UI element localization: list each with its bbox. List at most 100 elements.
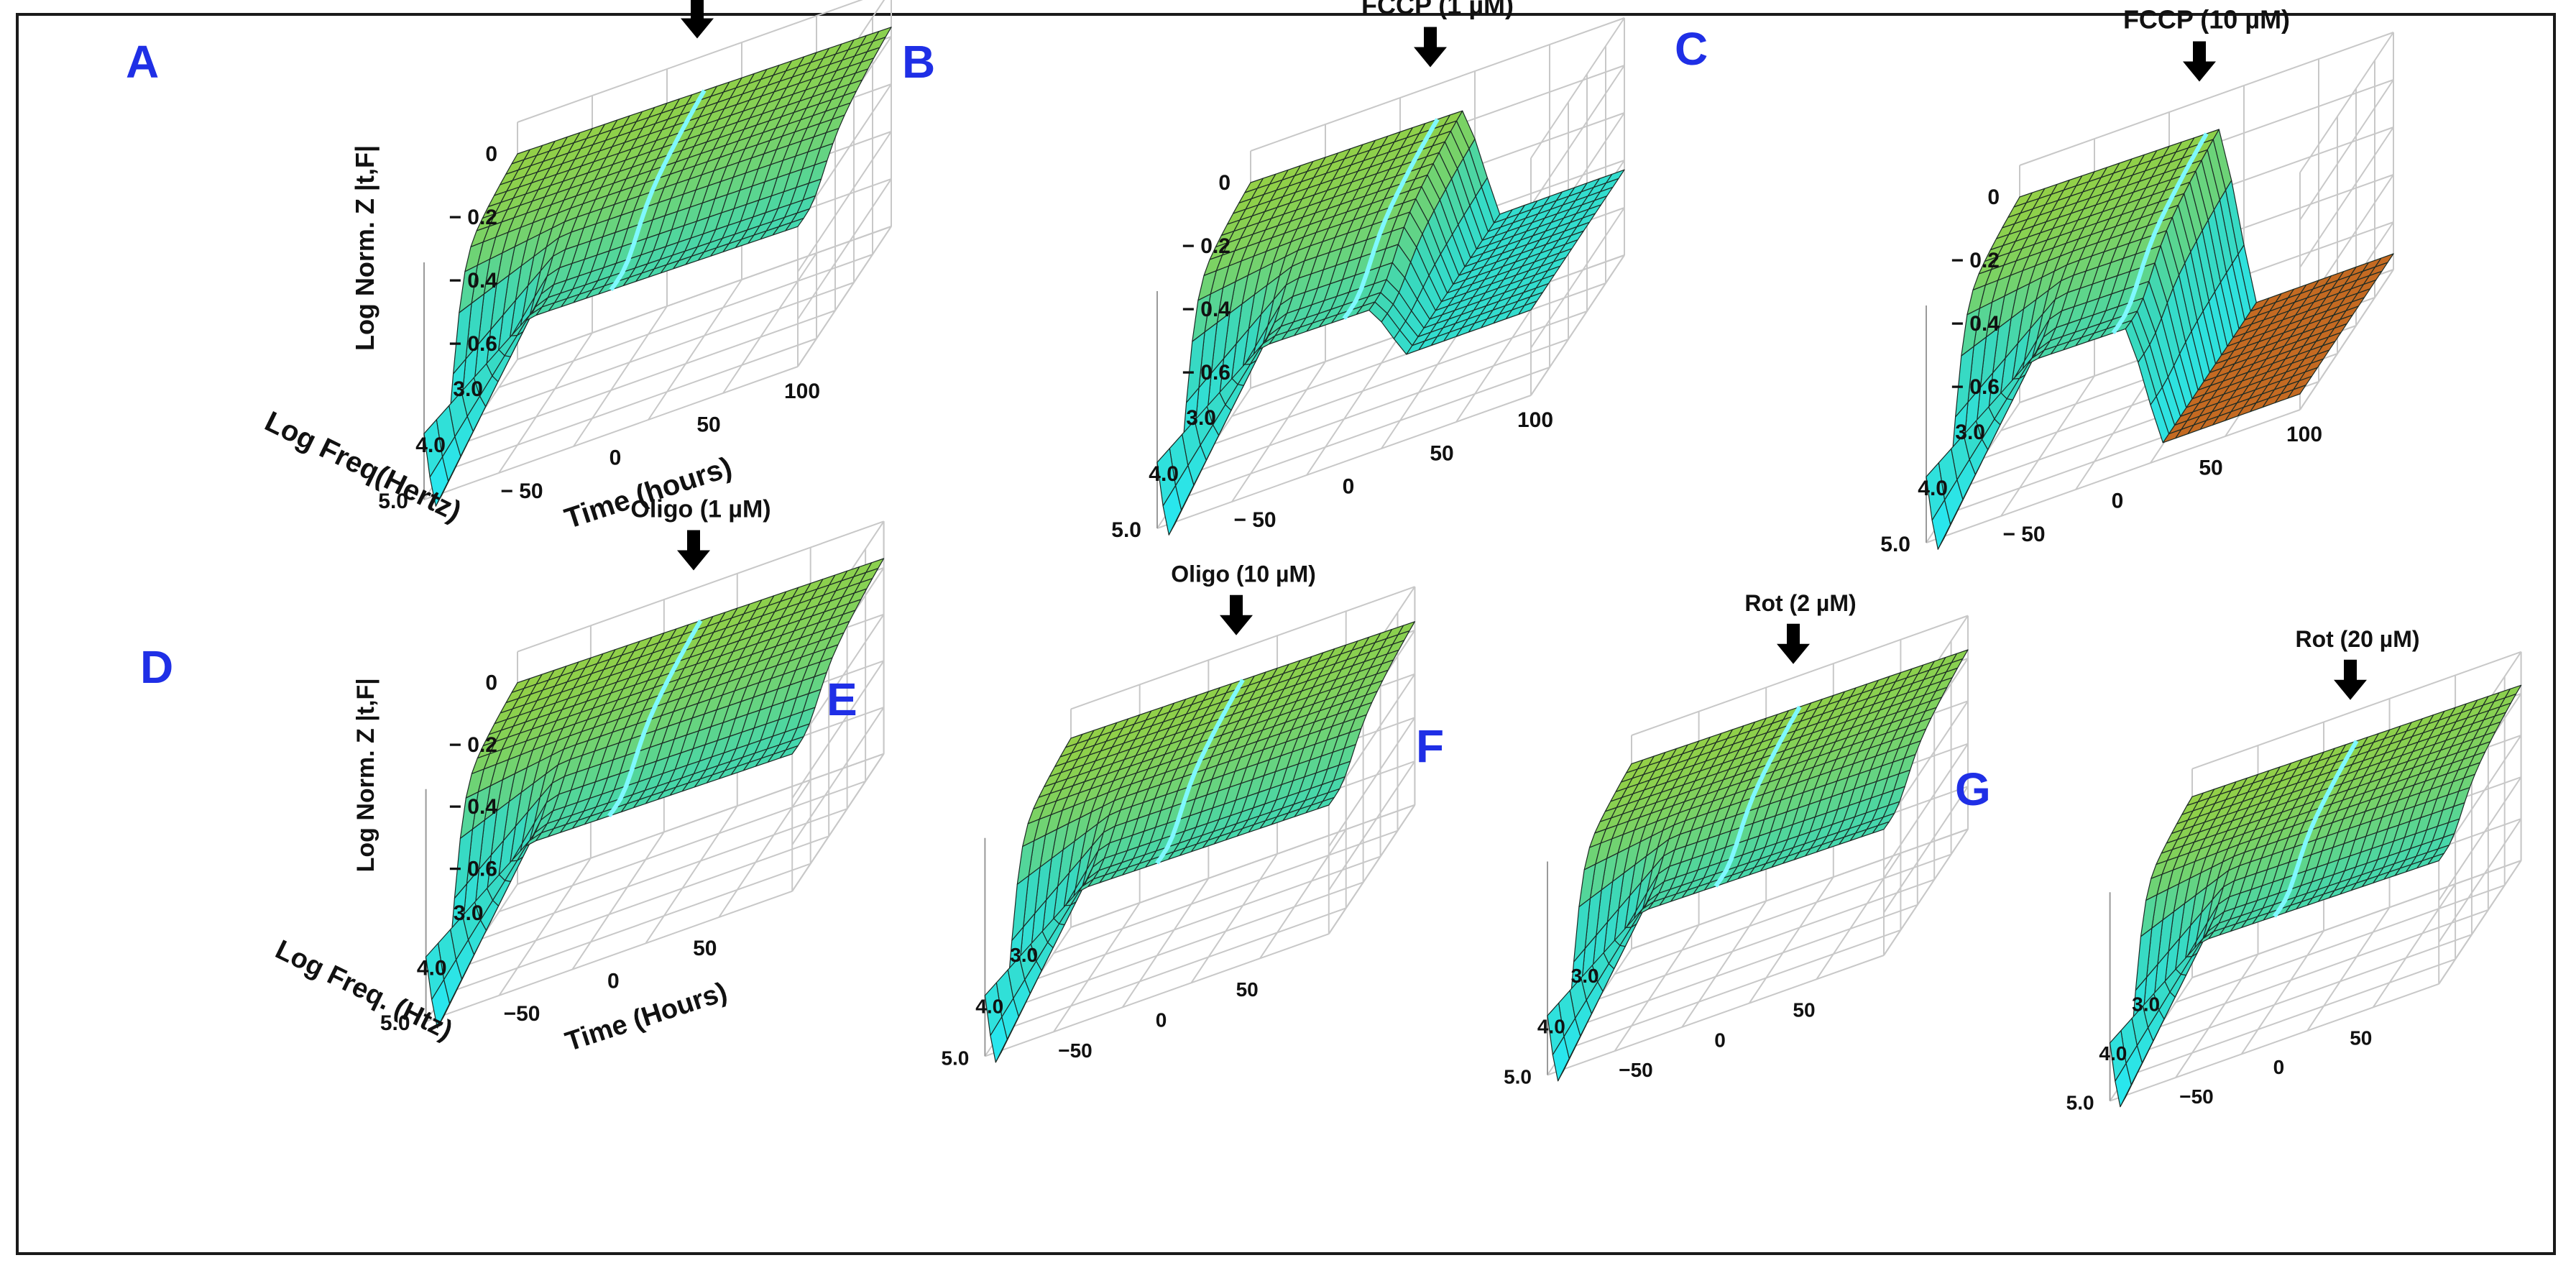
surface-mesh [1547,649,1969,1082]
treatment-line [2272,740,2359,918]
freq-tick-label: 4.0 [975,996,1003,1018]
freq-tick-label: 3.0 [454,901,484,925]
z-tick-label: 0 [485,142,497,166]
treatment-line [2111,132,2209,335]
z-tick-label: 0 [1218,171,1230,195]
freq-tick-label: 5.0 [378,490,408,513]
z-tick-label: − 0.4 [1182,298,1230,321]
treatment-arrow-icon [1777,623,1810,664]
time-tick-label: − 50 [1233,508,1276,532]
z-tick-label: − 0.2 [448,206,497,229]
time-tick-label: 100 [1517,408,1553,432]
surface-mesh [2110,684,2522,1108]
surface-mesh [423,27,892,507]
time-tick-label: −50 [2179,1085,2214,1108]
z-axis-title: Log Norm. Z |t,F| [352,678,380,872]
panel-b: FCCP (1 µM) B 0 − 0.2 − 0.4 − 0.6 3.0 4.0 5.0 − 5… [902,0,1625,542]
freq-tick-label: 3.0 [453,377,483,401]
treatment-label: Oligo (1 µM) [630,496,770,523]
freq-tick-label: 5.0 [941,1047,969,1069]
panel-letter: E [827,674,857,725]
time-tick-label: 50 [696,413,720,436]
freq-tick-label: 5.0 [380,1011,410,1035]
panel-e: Oligo (10 µM) E 3.0 4.0 5.0 −50 0 50 [827,561,1416,1069]
surface-mesh [426,558,885,1029]
treatment-arrow-icon [2183,41,2216,82]
z-tick-label: − 0.6 [448,332,497,356]
treatment-arrow-icon [681,0,714,39]
panel-letter: F [1416,720,1444,772]
time-tick-label: 100 [2286,423,2322,446]
panel-letter: C [1675,23,1708,75]
time-tick-label: 50 [1793,999,1815,1021]
freq-tick-label: 3.0 [1186,406,1216,430]
freq-tick-label: 5.0 [1504,1066,1532,1088]
time-tick-label: 0 [1343,475,1355,499]
time-tick-label: −50 [1058,1039,1092,1062]
panel-g: Rot (20 µM) G 3.0 4.0 5.0 −50 0 50 [1955,626,2522,1114]
panel-f: Rot (2 µM) F 3.0 4.0 5.0 −50 0 50 [1416,590,1969,1088]
surface-mesh [984,621,1415,1063]
treatment-arrow-icon [1220,594,1253,635]
freq-tick-label: 5.0 [1111,518,1141,542]
treatment-arrow-icon [1414,27,1447,68]
time-tick-label: − 50 [2002,523,2045,546]
freq-tick-label: 3.0 [1955,421,1985,444]
treatment-label: Rot (20 µM) [2295,626,2419,652]
freq-tick-label: 5.0 [1880,533,1910,556]
treatment-label: Rot (2 µM) [1744,590,1856,616]
freq-tick-label: 3.0 [1010,944,1038,966]
freq-tick-label: 4.0 [415,433,446,457]
z-tick-label: − 0.2 [1951,249,2000,272]
time-tick-label: 0 [610,446,622,470]
time-tick-label: −50 [504,1002,540,1026]
panel-d: Oligo (1 µM) D 0 − 0.2 − 0.4 − 0.6 3.0 4.0 5.0 −5… [140,496,885,1057]
treatment-line [1155,679,1245,865]
time-tick-label: 0 [1714,1029,1726,1051]
time-axis-title: Time (Hours) [562,977,731,1057]
time-tick-label: 50 [2350,1027,2372,1049]
freq-tick-label: 5.0 [2066,1092,2094,1114]
z-tick-label: − 0.6 [448,857,497,881]
time-tick-label: 0 [1156,1009,1167,1031]
time-tick-label: 50 [2199,456,2222,479]
time-tick-label: − 50 [500,479,543,503]
treatment-line [609,89,707,292]
time-tick-label: 0 [607,969,620,993]
z-tick-label: − 0.2 [448,733,497,757]
time-tick-label: 50 [1236,978,1259,1001]
panel-a: VehicleA0− 0.2− 0.4− 0.63.04.05.0− 50050… [126,0,892,535]
freq-tick-label: 4.0 [1537,1015,1565,1037]
time-tick-label: 50 [1430,441,1453,465]
time-tick-label: 0 [2112,490,2124,513]
freq-tick-label: 4.0 [1918,477,1948,500]
freq-tick-label: 3.0 [1571,965,1599,987]
z-tick-label: − 0.4 [448,269,497,293]
treatment-arrow-icon [677,530,710,571]
treatment-arrow-icon [2334,659,2367,700]
surface-mesh [1156,110,1625,536]
freq-tick-label: 4.0 [417,957,447,980]
freq-axis-title: Log Freq. (Htz) [271,934,457,1046]
panel-c: FCCP (10 µM) C 0 − 0.2 − 0.4 − 0.6 3.0 4.0 5.0 − … [1675,5,2394,556]
treatment-line [607,619,703,817]
freq-tick-label: 4.0 [2099,1042,2127,1065]
z-tick-label: − 0.6 [1182,361,1230,385]
z-tick-label: 0 [485,671,497,695]
time-tick-label: 50 [693,937,717,960]
panel-letter: B [902,36,935,88]
time-tick-label: 0 [2273,1056,2285,1078]
treatment-label: Oligo (10 µM) [1171,561,1316,587]
freq-tick-label: 4.0 [1149,462,1179,486]
treatment-label: FCCP (10 µM) [2123,5,2290,35]
time-tick-label: 100 [784,380,820,403]
treatment-line [1714,705,1802,888]
panel-letter: A [126,36,159,88]
z-tick-label: − 0.6 [1951,375,2000,399]
z-axis-title: Log Norm. Z |t,F| [350,145,380,351]
z-tick-label: − 0.4 [1951,312,2000,336]
panel-letter: D [140,641,173,693]
freq-tick-label: 3.0 [2132,993,2160,1015]
treatment-label: FCCP (1 µM) [1361,0,1514,20]
